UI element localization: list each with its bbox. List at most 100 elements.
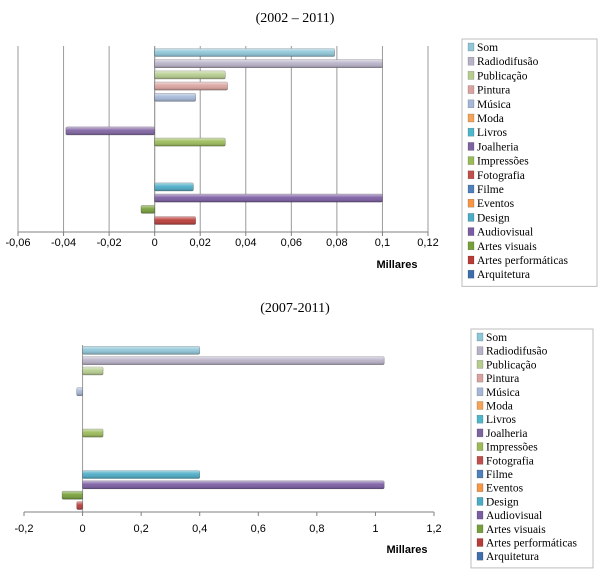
legend-item-livros: Livros	[476, 414, 517, 426]
x-tick-label: 1	[372, 523, 378, 535]
legend-swatch	[467, 142, 475, 151]
legend-label: Livros	[486, 414, 517, 426]
legend-label: Pintura	[477, 85, 510, 97]
legend-item-musica: Música	[476, 387, 520, 399]
legend-label: Fotografia	[477, 170, 525, 182]
legend-item-audiovisual: Audiovisual	[467, 227, 533, 239]
x-tick-label: 0	[152, 237, 158, 249]
bar-impressoes	[82, 428, 104, 438]
legend-swatch	[476, 538, 484, 547]
x-tick-label: 0,06	[281, 237, 302, 249]
legend-item-eventos: Eventos	[467, 198, 515, 210]
bar-joalheria	[65, 126, 155, 136]
legend-swatch	[467, 227, 475, 236]
legend-label: Fotografia	[486, 455, 534, 467]
legend-item-artes-performaticas: Artes performáticas	[476, 538, 578, 550]
legend-swatch	[467, 213, 475, 222]
x-tick-label: -0,06	[5, 237, 30, 249]
legend-swatch	[476, 428, 484, 438]
legend-swatch	[476, 483, 484, 492]
legend-item-eventos: Eventos	[476, 483, 524, 495]
legend-item-impressoes: Impressões	[467, 156, 529, 168]
legend-label: Moda	[486, 401, 513, 413]
bar-artes-visuais	[61, 490, 83, 500]
chart-2002-2011: (2002 – 2011) Millares -0,06 -0,04 -0,02 0 0…	[5, 11, 598, 287]
chart-title: (2002 – 2011)	[256, 11, 335, 26]
legend-label: Artes performáticas	[477, 255, 569, 267]
legend-item-audiovisual: Audiovisual	[476, 510, 542, 522]
legend-item-filme: Filme	[467, 184, 504, 196]
legend-item-impressoes: Impressões	[476, 442, 538, 454]
legend-item-livros: Livros	[467, 127, 508, 139]
legend-swatch	[476, 373, 484, 383]
legend-label: Design	[486, 496, 519, 508]
legend-label: Filme	[486, 469, 513, 481]
bar-artes-performaticas	[154, 216, 196, 225]
bar-design	[154, 182, 194, 192]
legend-swatch	[467, 241, 475, 251]
legend-label: Radiodifusão	[486, 346, 548, 358]
bar-musica	[154, 93, 196, 102]
legend-swatch	[476, 524, 484, 534]
legend-swatch	[476, 387, 484, 397]
legend-label: Livros	[477, 127, 508, 139]
legend-label: Radiodifusão	[477, 56, 539, 68]
legend-swatch	[476, 442, 484, 451]
legend-swatch	[467, 184, 475, 194]
legend-item-artes-visuais: Artes visuais	[476, 524, 546, 536]
legend-label: Música	[477, 99, 511, 111]
legend-label: Eventos	[486, 483, 524, 495]
bar-pintura	[154, 81, 228, 91]
x-tick-label: -0,02	[97, 237, 122, 249]
legend-item-radiodifusao: Radiodifusão	[476, 346, 548, 358]
legend-item-publicacao: Publicação	[467, 70, 528, 82]
legend-item-pintura: Pintura	[467, 85, 510, 97]
legend-label: Som	[486, 332, 507, 344]
legend-label: Joalheria	[486, 428, 528, 440]
x-tick-label: -0,04	[51, 237, 76, 249]
x-tick-label: 0,4	[192, 523, 207, 535]
legend-swatch	[476, 469, 484, 479]
legend-swatch	[476, 346, 484, 355]
x-tick-label: 0,2	[133, 523, 148, 535]
legend-item-filme: Filme	[476, 469, 513, 481]
x-tick-label: 0,1	[375, 237, 390, 249]
legend-frame	[470, 328, 594, 569]
legend-label: Artes visuais	[477, 241, 537, 253]
bar-publicacao	[82, 366, 104, 376]
legend-swatch	[467, 269, 475, 279]
x-tick-label: 0,04	[235, 237, 256, 249]
legend-label: Design	[477, 212, 510, 224]
legend-item-fotografia: Fotografia	[467, 170, 525, 182]
legend-label: Artes visuais	[486, 524, 546, 536]
legend-label: Filme	[477, 184, 504, 196]
legend-swatch	[476, 360, 484, 369]
bar-publicacao	[154, 70, 226, 80]
legend-frame	[461, 38, 598, 287]
x-tick-label: 1,2	[426, 523, 441, 535]
legend-swatch	[467, 170, 475, 180]
legend-label: Música	[486, 387, 520, 399]
legend-label: Eventos	[477, 198, 515, 210]
legend-label: Audiovisual	[477, 227, 533, 239]
legend-label: Audiovisual	[486, 510, 542, 522]
bar-audiovisual	[82, 480, 385, 490]
legend-item-moda: Moda	[467, 113, 504, 125]
x-tick-label: 0	[80, 523, 86, 535]
x-tick-label: -0,2	[15, 523, 34, 535]
bar-radiodifusao	[154, 59, 383, 69]
legend-label: Moda	[477, 113, 504, 125]
legend-swatch	[476, 456, 484, 465]
legend-swatch	[467, 99, 475, 109]
bar-artes-performaticas	[76, 501, 83, 510]
legend-swatch	[467, 127, 475, 137]
legend-swatch	[476, 414, 484, 424]
legend-swatch	[467, 156, 475, 165]
legend-swatch	[467, 198, 475, 208]
legend-item-fotografia: Fotografia	[476, 455, 534, 467]
legend-swatch	[476, 497, 484, 506]
legend-item-moda: Moda	[476, 401, 513, 413]
legend-item-pintura: Pintura	[476, 373, 519, 385]
x-tick-label: 0,12	[417, 237, 438, 249]
